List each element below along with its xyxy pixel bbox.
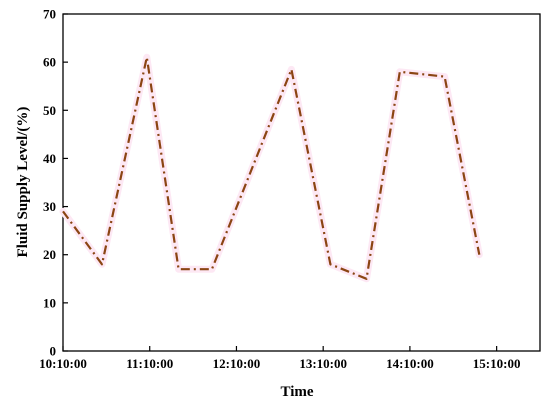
data-point xyxy=(177,268,179,270)
x-tick-label: 11:10:00 xyxy=(126,356,173,371)
y-tick-label: 60 xyxy=(43,55,56,70)
y-tick-label: 50 xyxy=(43,103,56,118)
data-point xyxy=(146,56,148,58)
data-point xyxy=(399,71,401,73)
series-halo xyxy=(59,53,483,283)
y-tick-label: 0 xyxy=(50,344,57,359)
y-axis-ticks: 0 10 20 30 40 50 60 70 xyxy=(43,7,68,359)
y-tick-label: 20 xyxy=(43,247,56,262)
x-tick-label: 14:10:00 xyxy=(386,356,434,371)
data-point xyxy=(101,263,103,265)
data-point xyxy=(365,278,367,280)
x-tick-label: 15:10:00 xyxy=(473,356,521,371)
y-tick-label: 10 xyxy=(43,295,56,310)
x-axis-ticks: 10:10:00 11:10:00 12:10:00 13:10:00 14:10:00… xyxy=(39,346,520,371)
x-tick-label: 12:10:00 xyxy=(213,356,261,371)
y-tick-label: 70 xyxy=(43,7,56,22)
x-tick-label: 10:10:00 xyxy=(39,356,87,371)
data-point xyxy=(443,75,445,77)
data-point xyxy=(211,268,213,270)
data-point xyxy=(478,254,480,256)
plot-frame xyxy=(62,13,541,352)
data-point xyxy=(62,210,64,212)
series-line-0 xyxy=(62,56,481,280)
y-tick-label: 40 xyxy=(43,151,56,166)
series-layer xyxy=(59,53,483,283)
x-axis-title: Time xyxy=(280,384,313,400)
y-axis-title: Fluid Supply Level/(%) xyxy=(15,107,31,258)
x-tick-label: 13:10:00 xyxy=(299,356,347,371)
data-point xyxy=(329,263,331,265)
data-point xyxy=(290,68,292,70)
y-tick-label: 30 xyxy=(43,199,56,214)
